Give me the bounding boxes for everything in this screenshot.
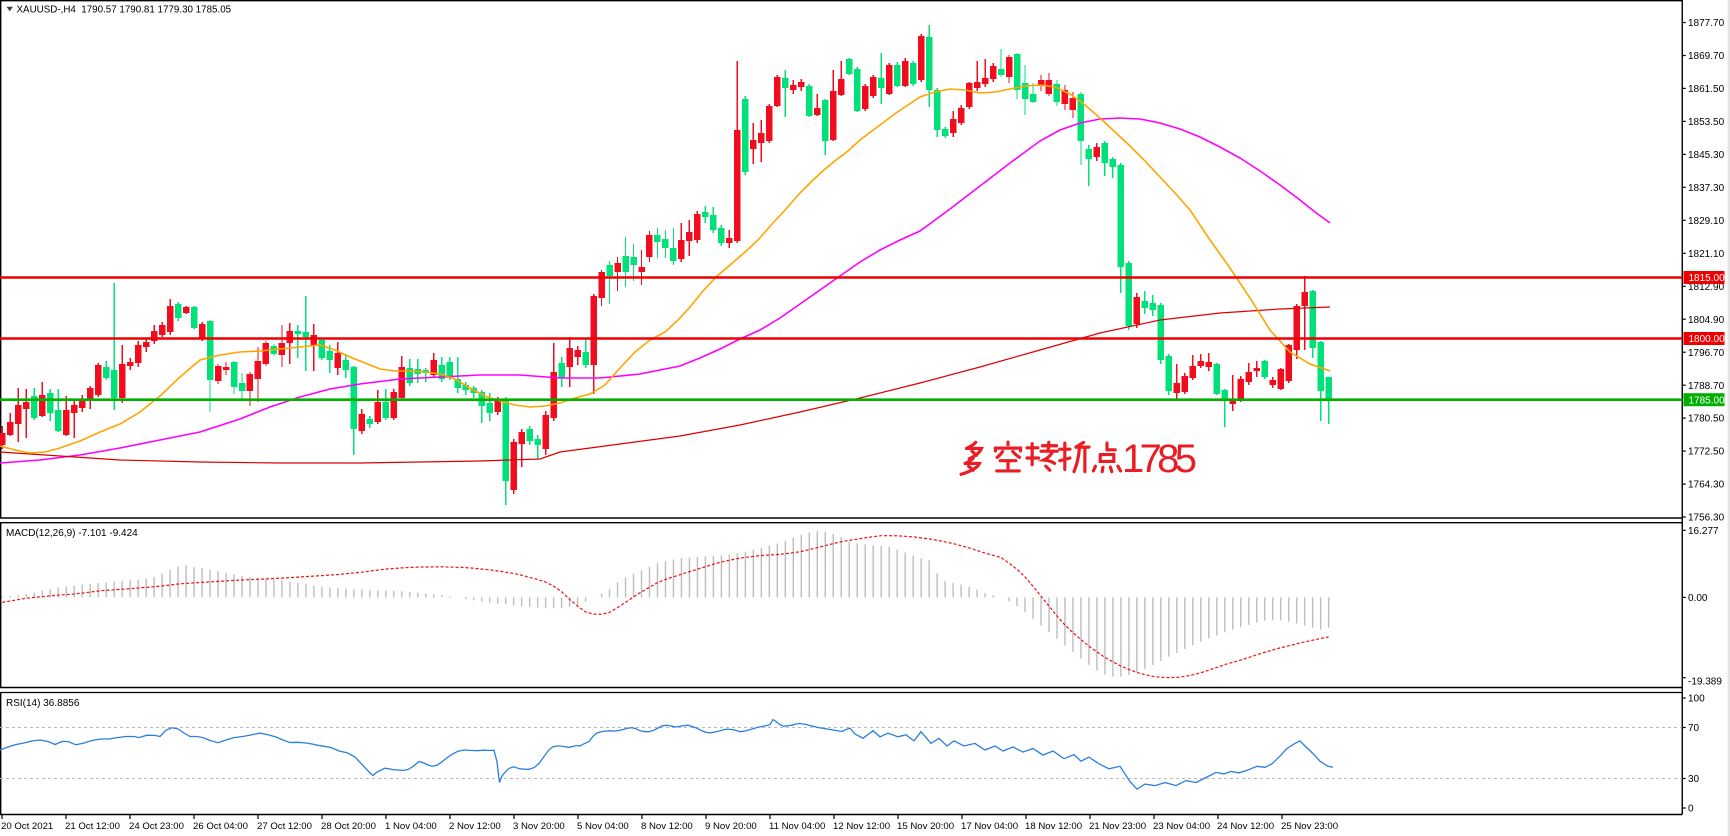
svg-text:1837.30: 1837.30 — [1688, 183, 1725, 194]
svg-text:20 Oct 2021: 20 Oct 2021 — [1, 821, 53, 832]
svg-text:1785.00: 1785.00 — [1689, 395, 1726, 406]
svg-text:1861.50: 1861.50 — [1688, 84, 1725, 95]
svg-text:5 Nov 04:00: 5 Nov 04:00 — [577, 821, 629, 832]
svg-text:1772.50: 1772.50 — [1688, 447, 1725, 458]
svg-text:100: 100 — [1688, 694, 1705, 705]
svg-text:27 Oct 12:00: 27 Oct 12:00 — [257, 821, 312, 832]
svg-text:26 Oct 04:00: 26 Oct 04:00 — [193, 821, 248, 832]
svg-text:1796.70: 1796.70 — [1688, 348, 1725, 359]
svg-text:18 Nov 12:00: 18 Nov 12:00 — [1025, 821, 1082, 832]
svg-text:25 Nov 23:00: 25 Nov 23:00 — [1281, 821, 1338, 832]
svg-text:23 Nov 04:00: 23 Nov 04:00 — [1153, 821, 1210, 832]
svg-text:15 Nov 20:00: 15 Nov 20:00 — [897, 821, 954, 832]
svg-text:1869.70: 1869.70 — [1688, 51, 1725, 62]
svg-text:28 Oct 20:00: 28 Oct 20:00 — [321, 821, 376, 832]
svg-text:1788.70: 1788.70 — [1688, 381, 1725, 392]
svg-text:1812.90: 1812.90 — [1688, 282, 1725, 293]
svg-text:1764.30: 1764.30 — [1688, 480, 1725, 491]
svg-text:70: 70 — [1688, 723, 1700, 734]
svg-text:21 Oct 12:00: 21 Oct 12:00 — [65, 821, 120, 832]
svg-text:8 Nov 12:00: 8 Nov 12:00 — [641, 821, 693, 832]
svg-text:0.00: 0.00 — [1688, 593, 1708, 604]
svg-text:30: 30 — [1688, 774, 1700, 785]
svg-text:XAUUSD-,H4 1790.57 1790.81 17: XAUUSD-,H4 1790.57 1790.81 1779.30 1785.… — [17, 5, 232, 16]
svg-text:1780.50: 1780.50 — [1688, 414, 1725, 425]
svg-text:17 Nov 04:00: 17 Nov 04:00 — [961, 821, 1018, 832]
svg-text:1785: 1785 — [1122, 437, 1197, 481]
svg-text:12 Nov 12:00: 12 Nov 12:00 — [833, 821, 890, 832]
svg-text:1845.30: 1845.30 — [1688, 150, 1725, 161]
svg-text:RSI(14) 36.8856: RSI(14) 36.8856 — [6, 698, 80, 709]
svg-text:11 Nov 04:00: 11 Nov 04:00 — [769, 821, 825, 832]
svg-text:3 Nov 20:00: 3 Nov 20:00 — [513, 821, 565, 832]
svg-text:1829.10: 1829.10 — [1688, 216, 1725, 227]
svg-text:1800.00: 1800.00 — [1689, 334, 1726, 345]
svg-text:1 Nov 04:00: 1 Nov 04:00 — [385, 821, 437, 832]
svg-text:-19.389: -19.389 — [1688, 677, 1722, 688]
svg-text:1804.90: 1804.90 — [1688, 315, 1725, 326]
svg-text:1756.30: 1756.30 — [1688, 513, 1725, 524]
svg-text:16.277: 16.277 — [1688, 526, 1719, 537]
svg-text:0: 0 — [1688, 804, 1694, 815]
svg-text:MACD(12,26,9) -7.101 -9.424: MACD(12,26,9) -7.101 -9.424 — [6, 528, 138, 539]
svg-text:1853.50: 1853.50 — [1688, 117, 1725, 128]
svg-text:1877.70: 1877.70 — [1688, 18, 1725, 29]
svg-text:24 Nov 12:00: 24 Nov 12:00 — [1217, 821, 1274, 832]
svg-text:1821.10: 1821.10 — [1688, 249, 1725, 260]
svg-text:24 Oct 23:00: 24 Oct 23:00 — [129, 821, 184, 832]
svg-text:1815.00: 1815.00 — [1689, 273, 1726, 284]
svg-text:21 Nov 23:00: 21 Nov 23:00 — [1089, 821, 1146, 832]
svg-text:2 Nov 12:00: 2 Nov 12:00 — [449, 821, 501, 832]
svg-text:9 Nov 20:00: 9 Nov 20:00 — [705, 821, 757, 832]
